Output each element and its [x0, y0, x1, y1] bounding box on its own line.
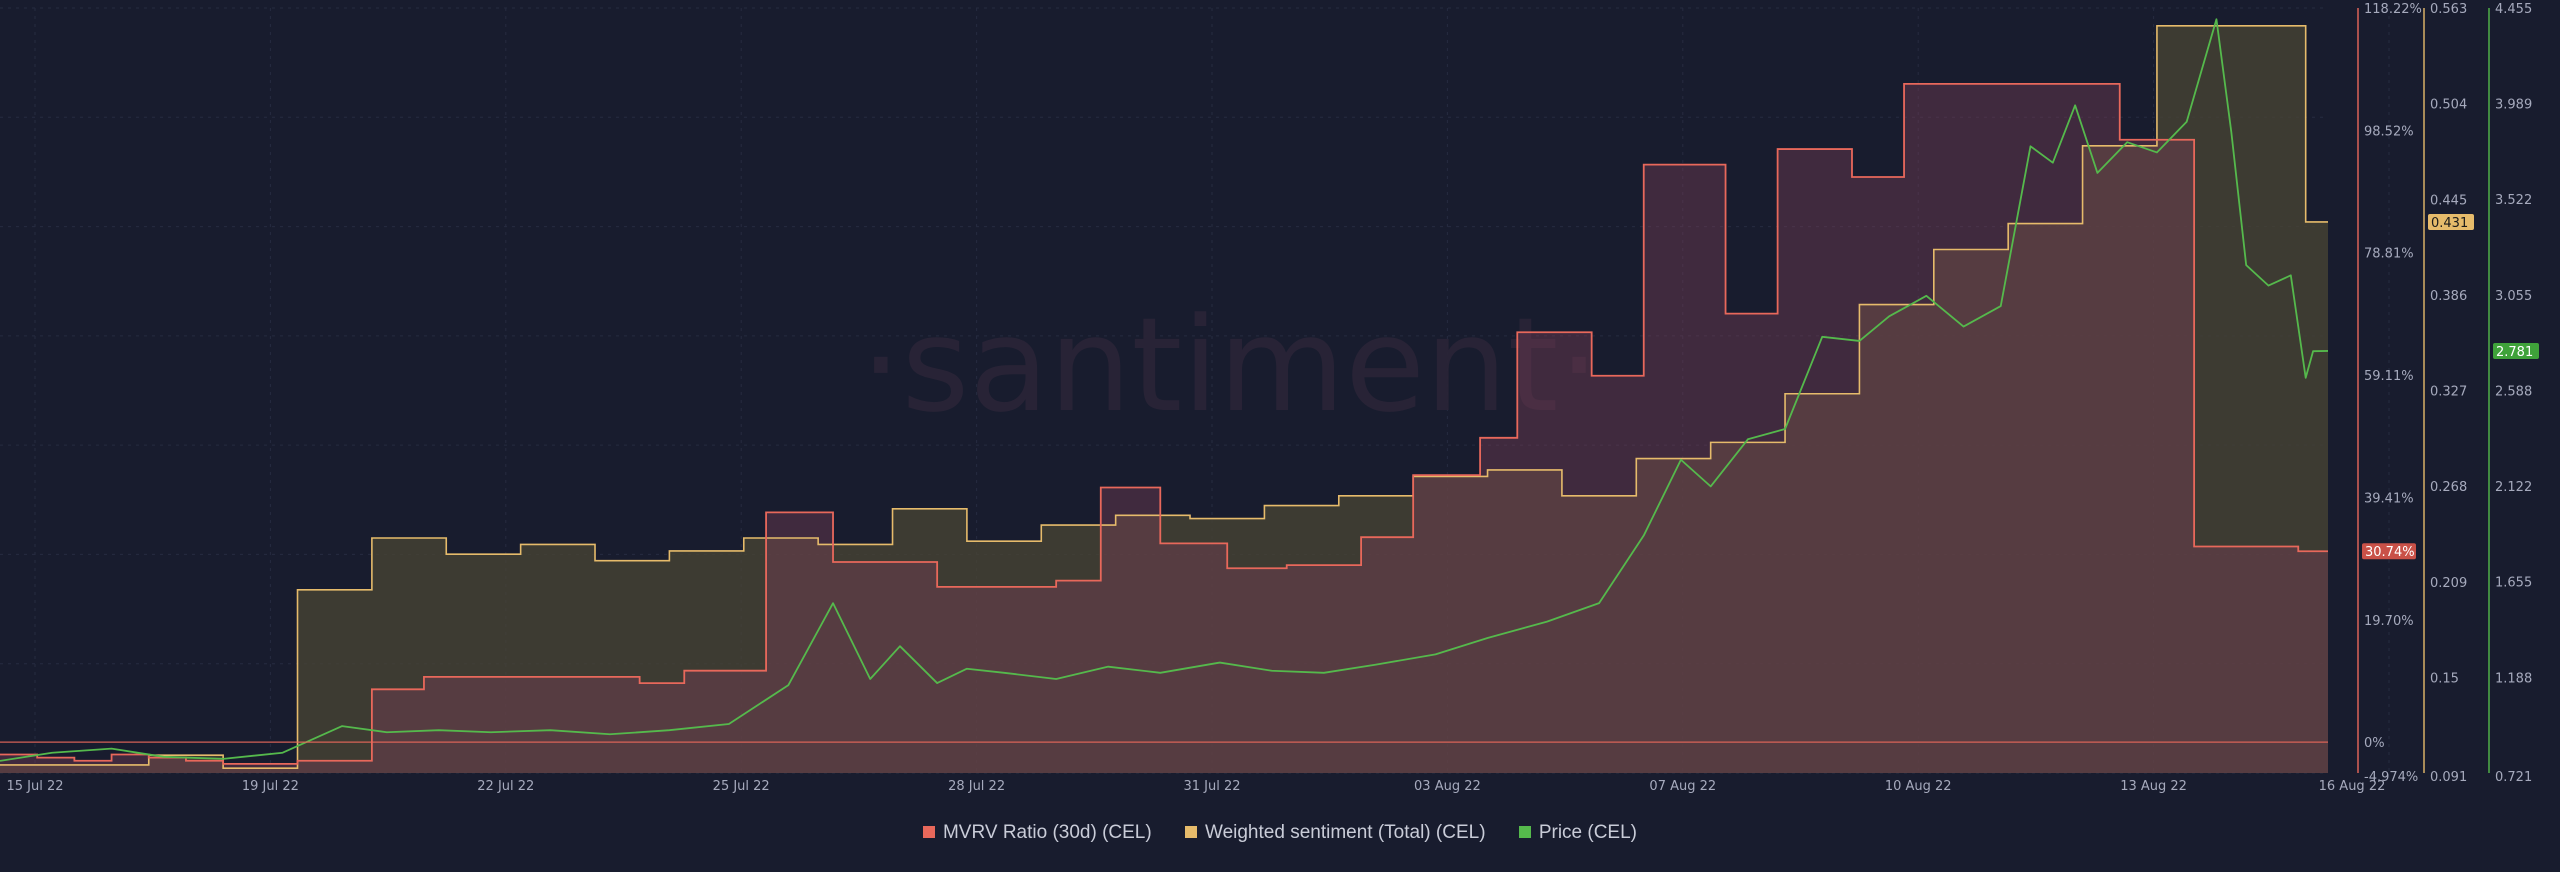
legend-swatch-mvrv [922, 826, 935, 838]
legend-label-mvrv: MVRV Ratio (30d) (CEL) [942, 822, 1152, 843]
legend-swatch-price [1518, 826, 1531, 838]
sentiment-tick-label: 0.209 [2430, 576, 2467, 591]
x-tick-label: 19 Jul 22 [242, 779, 299, 794]
series-areas [0, 25, 2328, 774]
legend-label-price: Price (CEL) [1538, 822, 1637, 843]
sentiment-tick-label: 0.268 [2430, 480, 2467, 495]
sentiment-tick-label: 0.504 [2430, 98, 2467, 113]
mvrv-tick-label: 78.81% [2364, 247, 2414, 262]
sentiment-tick-label: 0.445 [2430, 193, 2467, 208]
legend-label-sentiment: Weighted sentiment (Total) (CEL) [1204, 822, 1486, 843]
x-tick-label: 03 Aug 22 [1414, 779, 1481, 794]
price-tick-label: 3.055 [2495, 289, 2532, 304]
sentiment-tick-label: 0.327 [2430, 385, 2467, 400]
watermark: ·santiment· [860, 289, 1600, 441]
series-lines [0, 18, 2329, 769]
x-tick-label: 22 Jul 22 [477, 779, 534, 794]
mvrv-current-badge [2362, 543, 2416, 560]
x-tick-label: 07 Aug 22 [1649, 779, 1716, 794]
x-tick-label: 15 Jul 22 [6, 779, 63, 794]
price-tick-label: 2.122 [2495, 480, 2532, 495]
sentiment-tick-label: 0.15 [2430, 671, 2459, 686]
legend-item-price[interactable]: Price (CEL) [1518, 822, 1637, 843]
price-tick-label: 2.588 [2495, 385, 2532, 400]
price-line [0, 18, 2329, 762]
mvrv-tick-label: 98.52% [2364, 124, 2414, 139]
legend-swatch-sentiment [1184, 826, 1197, 838]
mvrv-current-value: 30.74% [2365, 545, 2415, 560]
mvrv-tick-label: 59.11% [2364, 369, 2414, 384]
x-tick-label: 13 Aug 22 [2120, 779, 2187, 794]
sentiment-tick-label: 0.091 [2430, 770, 2467, 785]
mvrv-line [0, 82, 2328, 765]
legend-item-mvrv[interactable]: MVRV Ratio (30d) (CEL) [922, 822, 1157, 843]
x-tick-label: 16 Aug 22 [2319, 779, 2386, 794]
price-tick-label: 3.989 [2495, 97, 2532, 112]
sentiment-tick-label: 0.563 [2430, 2, 2467, 17]
price-tick-label: 3.522 [2495, 193, 2532, 208]
sentiment-area [0, 25, 2328, 774]
price-tick-label: 1.655 [2495, 576, 2532, 591]
x-axis: 15 Jul 22 19 Jul 22 22 Jul 22 25 Jul 22 28 J… [6, 779, 2385, 794]
axes: 118.22% 98.52% 78.81% 59.11% 39.41% 19.70% 0% -… [2357, 2, 2539, 785]
price-tick-label: 0.721 [2495, 770, 2532, 785]
mvrv-tick-label: 19.70% [2364, 614, 2414, 629]
sentiment-current-value: 0.431 [2431, 216, 2468, 231]
mvrv-tick-label: 118.22% [2364, 2, 2422, 17]
x-tick-label: 25 Jul 22 [713, 779, 770, 794]
sentiment-tick-label: 0.386 [2430, 289, 2467, 304]
mvrv-tick-label: 39.41% [2364, 491, 2414, 506]
sentiment-current-badge [2428, 213, 2474, 230]
sentiment-line [0, 25, 2328, 769]
legend: MVRV Ratio (30d) (CEL) Weighted sentimen… [0, 822, 2560, 844]
x-tick-label: 28 Jul 22 [948, 779, 1005, 794]
x-tick-label: 10 Aug 22 [1885, 779, 1952, 794]
legend-item-sentiment[interactable]: Weighted sentiment (Total) (CEL) [1184, 822, 1491, 843]
mvrv-area [0, 83, 2328, 773]
mvrv-tick-label: 0% [2364, 736, 2385, 751]
mvrv-tick-label: -4.974% [2364, 770, 2418, 785]
price-tick-label: 1.188 [2495, 671, 2532, 686]
x-tick-label: 31 Jul 22 [1183, 779, 1240, 794]
price-current-value: 2.781 [2496, 345, 2533, 360]
price-current-badge [2493, 342, 2539, 359]
price-tick-label: 4.455 [2495, 2, 2532, 17]
